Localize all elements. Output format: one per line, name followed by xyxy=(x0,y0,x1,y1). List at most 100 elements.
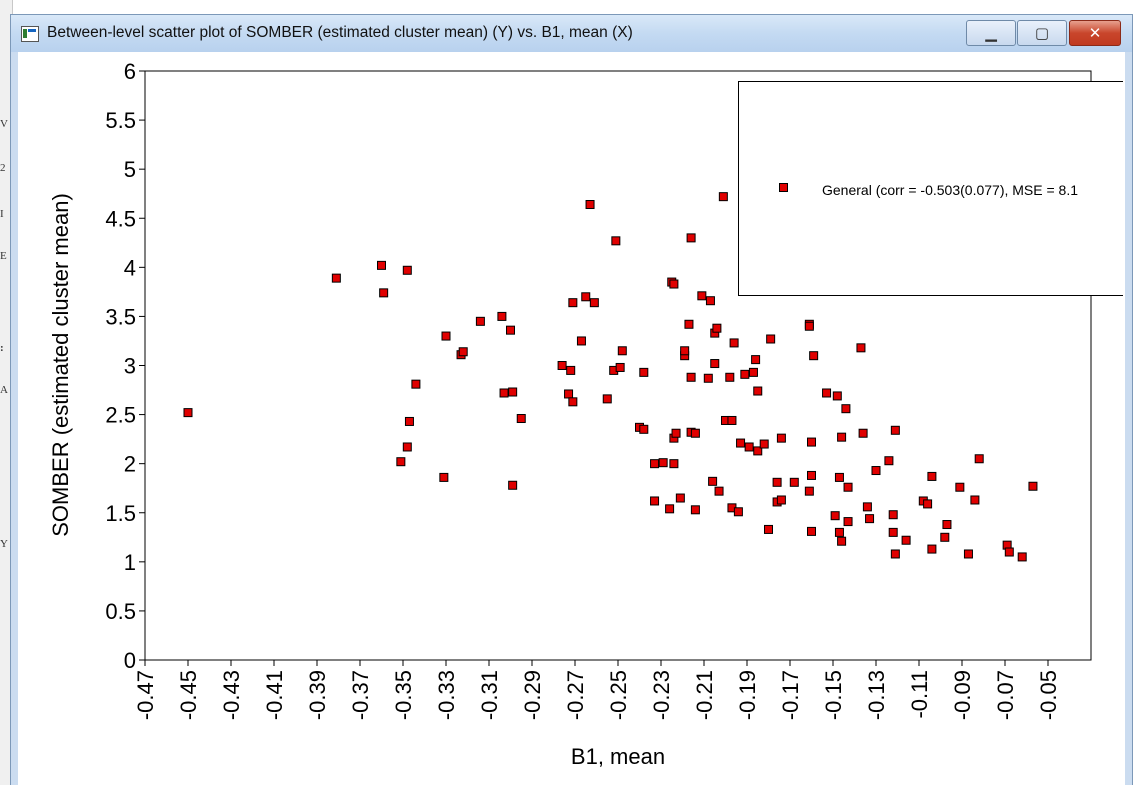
data-point xyxy=(923,499,933,509)
y-tick-label: 2 xyxy=(124,452,136,477)
data-point xyxy=(183,408,193,418)
y-tick-label: 0 xyxy=(124,648,136,673)
x-tick-label: -0.15 xyxy=(821,670,846,720)
close-button[interactable]: ✕ xyxy=(1069,20,1121,46)
data-point xyxy=(665,504,675,514)
data-point xyxy=(862,502,872,512)
x-tick-label: -0.19 xyxy=(735,670,760,720)
data-point xyxy=(766,334,776,344)
data-point xyxy=(402,265,412,275)
data-point xyxy=(1004,547,1014,557)
background-glyph: I xyxy=(0,208,4,220)
data-point xyxy=(669,279,679,289)
legend-marker xyxy=(779,183,788,192)
data-point xyxy=(568,397,578,407)
x-tick-label: -0.13 xyxy=(864,670,889,720)
data-point xyxy=(686,233,696,243)
x-tick-label: -0.05 xyxy=(1036,670,1061,720)
y-tick-label: 3.5 xyxy=(105,304,136,329)
app-chart-icon xyxy=(21,26,39,42)
data-point xyxy=(843,517,853,527)
data-point xyxy=(703,373,713,383)
data-point xyxy=(890,425,900,435)
y-tick-label: 1.5 xyxy=(105,501,136,526)
data-point xyxy=(684,319,694,329)
data-point xyxy=(675,493,685,503)
data-point xyxy=(834,527,844,537)
data-point xyxy=(497,311,507,321)
x-tick-label: -0.37 xyxy=(348,670,373,720)
data-point xyxy=(475,316,485,326)
data-point xyxy=(650,496,660,506)
data-point xyxy=(718,192,728,202)
x-tick-label: -0.21 xyxy=(692,670,717,720)
data-point xyxy=(611,236,621,246)
data-point xyxy=(508,387,518,397)
data-point xyxy=(804,321,814,331)
data-point xyxy=(764,524,773,534)
data-point xyxy=(974,454,984,464)
y-tick-label: 5.5 xyxy=(105,108,136,133)
background-glyph: Y xyxy=(0,538,8,550)
data-point xyxy=(650,459,660,469)
y-tick-label: 6 xyxy=(124,59,136,84)
data-point xyxy=(697,291,707,301)
data-point xyxy=(927,471,937,481)
data-point xyxy=(970,495,980,505)
data-point xyxy=(729,338,739,348)
background-glyph: : xyxy=(0,342,4,354)
data-point xyxy=(639,367,649,377)
data-point xyxy=(508,480,518,490)
data-point xyxy=(576,336,586,346)
data-point xyxy=(837,536,847,546)
data-point xyxy=(686,372,696,382)
data-point xyxy=(753,446,763,456)
data-point xyxy=(884,456,894,466)
data-point xyxy=(822,388,832,398)
data-point xyxy=(751,355,761,365)
data-point xyxy=(843,482,853,492)
title-bar[interactable]: Between-level scatter plot of SOMBER (es… xyxy=(10,14,1133,52)
data-point xyxy=(888,527,898,537)
data-point xyxy=(680,346,690,356)
data-point xyxy=(658,458,668,468)
data-point xyxy=(602,394,612,404)
x-tick-label: -0.47 xyxy=(133,670,158,720)
data-point xyxy=(837,432,847,442)
data-point xyxy=(581,292,591,302)
data-point xyxy=(807,437,816,447)
data-point xyxy=(942,520,952,530)
data-point xyxy=(807,470,816,480)
minimize-button[interactable]: ▁ xyxy=(966,20,1016,46)
data-point xyxy=(690,505,700,515)
data-point xyxy=(710,359,720,369)
data-point xyxy=(1028,481,1038,491)
x-tick-label: -0.35 xyxy=(391,670,416,720)
data-point xyxy=(789,477,799,487)
background-glyph: E xyxy=(0,250,7,262)
data-point xyxy=(834,472,844,482)
data-point xyxy=(856,343,866,353)
maximize-button[interactable]: ▢ xyxy=(1017,20,1067,46)
x-tick-label: -0.33 xyxy=(434,670,459,720)
data-point xyxy=(832,391,842,401)
data-point xyxy=(955,482,965,492)
data-point xyxy=(740,369,750,379)
data-point xyxy=(714,486,724,496)
data-point xyxy=(568,298,578,308)
legend-label: General (corr = -0.503(0.077), MSE = 8.1 xyxy=(822,182,1079,198)
data-point xyxy=(888,510,898,520)
data-point xyxy=(708,476,718,486)
window-frame-left xyxy=(10,52,18,785)
x-tick-label: -0.07 xyxy=(993,670,1018,720)
x-axis-label: B1, mean xyxy=(571,744,665,769)
data-point xyxy=(557,361,567,370)
data-point xyxy=(744,442,754,452)
data-point xyxy=(396,457,406,467)
x-tick-label: -0.27 xyxy=(563,670,588,720)
x-tick-label: -0.31 xyxy=(477,670,502,720)
data-point xyxy=(566,365,576,375)
data-point xyxy=(871,466,881,476)
data-point xyxy=(458,347,468,357)
data-point xyxy=(748,367,758,377)
